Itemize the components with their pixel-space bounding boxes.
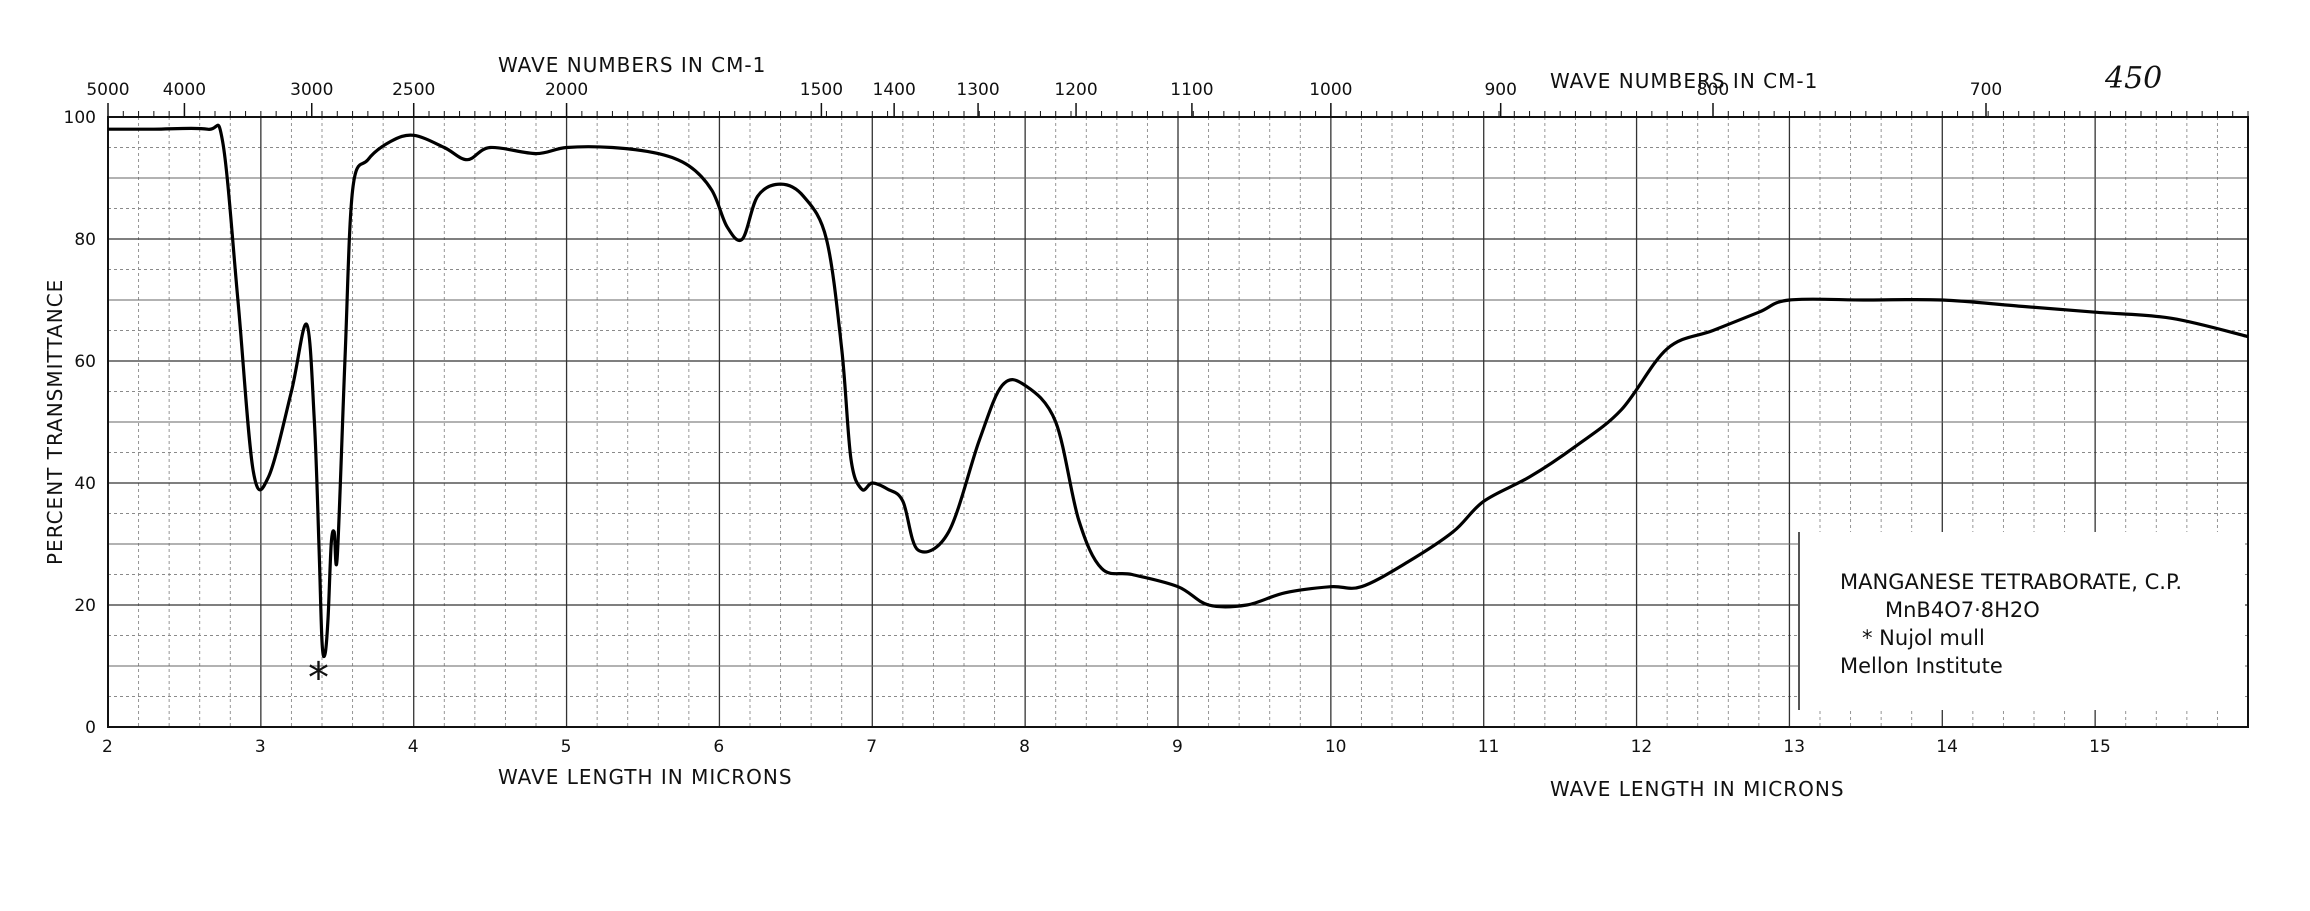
top-axis-label-right: WAVE NUMBERS IN CM-1 <box>1550 69 1818 93</box>
top-tick-label: 1200 <box>1054 80 1097 100</box>
x-tick-label: 9 <box>1172 737 1183 757</box>
y-tick-label: 80 <box>74 230 96 250</box>
legend-compound-name: MANGANESE TETRABORATE, C.P. <box>1840 570 2183 594</box>
bottom-axis-label-left: WAVE LENGTH IN MICRONS <box>498 765 793 789</box>
top-tick-label: 1500 <box>800 80 843 100</box>
y-axis: 0 20 40 60 80 100 <box>64 108 96 738</box>
x-tick-label: 13 <box>1783 737 1805 757</box>
x-tick-label: 6 <box>713 737 724 757</box>
x-tick-label: 5 <box>561 737 572 757</box>
top-tick-label: 2000 <box>545 80 588 100</box>
x-tick-label: 12 <box>1631 737 1653 757</box>
y-tick-label: 40 <box>74 474 96 494</box>
y-tick-label: 100 <box>64 108 96 128</box>
x-axis: 2 3 4 5 6 7 8 9 10 11 12 13 14 15 <box>102 737 2111 757</box>
legend-nujol-note: * Nujol mull <box>1862 626 1985 650</box>
legend-formula: MnB4O7·8H2O <box>1885 598 2040 622</box>
top-tick-label: 700 <box>1970 80 2002 100</box>
top-wavenumber-axis: 5000 4000 3000 2500 2000 1500 1400 1300 1200 1100… <box>86 80 2249 117</box>
top-tick-label: 5000 <box>86 80 129 100</box>
top-tick-label: 4000 <box>163 80 206 100</box>
top-tick-label: 900 <box>1484 80 1516 100</box>
legend-box: MANGANESE TETRABORATE, C.P. MnB4O7·8H2O … <box>1798 532 2245 710</box>
top-tick-label: 1300 <box>956 80 999 100</box>
x-tick-label: 15 <box>2089 737 2111 757</box>
x-tick-label: 10 <box>1325 737 1347 757</box>
top-axis-label-left: WAVE NUMBERS IN CM-1 <box>498 53 766 77</box>
nujol-marker: * <box>308 653 329 702</box>
top-tick-label: 1400 <box>873 80 916 100</box>
spectrum-number: 450 <box>2104 61 2162 96</box>
x-tick-label: 2 <box>102 737 113 757</box>
legend-institute: Mellon Institute <box>1840 654 2003 678</box>
x-tick-label: 11 <box>1478 737 1500 757</box>
spectrum-line <box>108 123 2249 659</box>
bottom-axis-label-right: WAVE LENGTH IN MICRONS <box>1550 777 1845 801</box>
top-tick-label: 800 <box>1697 80 1729 100</box>
y-tick-label: 60 <box>74 352 96 372</box>
top-tick-label: 1100 <box>1170 80 1213 100</box>
x-tick-label: 14 <box>1936 737 1958 757</box>
x-tick-label: 4 <box>408 737 419 757</box>
y-tick-label: 20 <box>74 596 96 616</box>
top-tick-label: 1000 <box>1309 80 1352 100</box>
x-tick-label: 7 <box>866 737 877 757</box>
y-tick-label: 0 <box>85 718 96 738</box>
top-tick-label: 2500 <box>392 80 435 100</box>
y-axis-label: PERCENT TRANSMITTANCE <box>43 279 67 565</box>
top-tick-label: 3000 <box>290 80 333 100</box>
x-tick-label: 8 <box>1019 737 1030 757</box>
x-tick-label: 3 <box>255 737 266 757</box>
